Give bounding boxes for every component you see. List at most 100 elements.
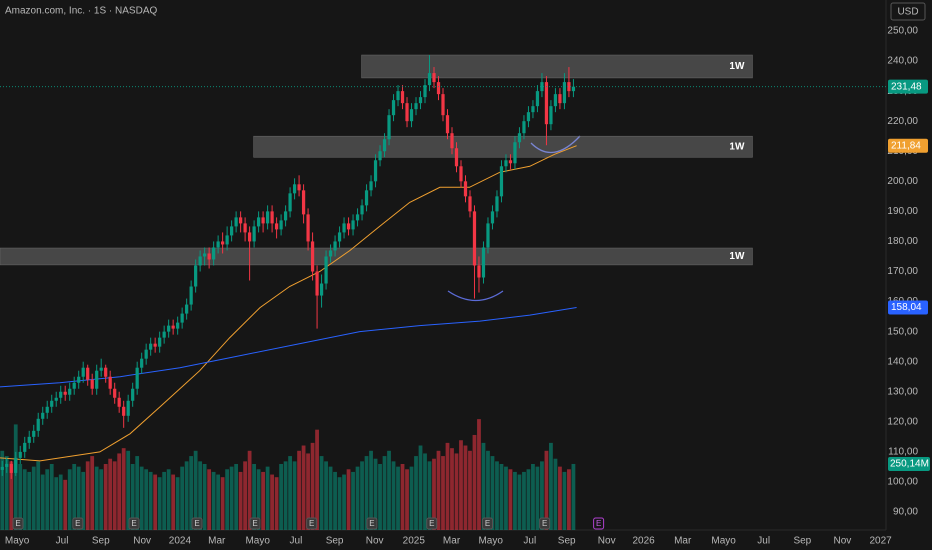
currency[interactable]: USD: [897, 7, 918, 18]
volume-bar: [157, 477, 162, 530]
candle-body: [167, 325, 171, 332]
candle-body: [59, 391, 63, 398]
volume-bar: [189, 456, 194, 530]
x-tick-label: Sep: [558, 536, 576, 547]
volume-bar: [567, 469, 571, 530]
candle-body: [234, 217, 238, 227]
volume-bar: [193, 450, 198, 530]
candle-body: [0, 466, 4, 470]
volume-bar: [220, 477, 225, 530]
x-tick-label: Mar: [443, 536, 461, 547]
candle-body: [360, 205, 364, 215]
candle-body: [391, 100, 396, 116]
candle-body: [346, 223, 351, 230]
earnings-label: E: [15, 519, 20, 528]
candle-body: [522, 121, 526, 134]
candle-body: [558, 94, 562, 104]
volume-bar: [0, 450, 5, 530]
candle-body: [373, 160, 378, 182]
candle-body: [477, 265, 481, 278]
volume-bar: [180, 466, 185, 530]
candle-body: [526, 112, 531, 122]
volume-bar: [229, 466, 234, 530]
volume-bar: [279, 464, 283, 530]
zone-label: 1W: [729, 141, 745, 152]
candle-body: [355, 214, 360, 221]
candle-body: [203, 253, 207, 257]
candle-body: [252, 226, 256, 242]
x-tick-label: 2025: [403, 536, 426, 547]
candle-body: [310, 241, 315, 272]
volume-bar: [94, 466, 99, 530]
earnings-label: E: [252, 519, 257, 528]
candle-body: [544, 82, 549, 125]
volume-bar: [324, 461, 328, 530]
candle-body: [562, 82, 567, 104]
volume-bar: [540, 461, 544, 530]
candle-body: [90, 379, 94, 389]
candle-body: [72, 382, 76, 389]
volume-bar: [562, 471, 567, 530]
volume-bar: [382, 456, 387, 530]
volume-bar: [162, 471, 167, 530]
x-tick-label: 2027: [869, 536, 892, 547]
volume-bar: [4, 456, 9, 530]
earnings-marker: [539, 517, 551, 530]
candle-body: [14, 457, 18, 473]
candle-body: [23, 442, 27, 452]
candle-body: [86, 367, 90, 380]
candle-body: [99, 367, 103, 371]
volume-bar: [436, 450, 441, 530]
volume-bar: [459, 440, 463, 530]
x-tick-label: Mar: [674, 536, 692, 547]
volume-bar: [243, 461, 248, 530]
candle-body: [409, 109, 414, 122]
volume-bar: [252, 464, 256, 530]
candle-body: [337, 232, 342, 242]
candle-body: [32, 430, 36, 437]
candle-body: [225, 235, 229, 245]
candle-body: [319, 283, 324, 296]
volume-bar: [202, 464, 207, 530]
volume-bar: [265, 466, 270, 530]
volume-bar: [508, 469, 513, 530]
arc-drawing: [447, 290, 504, 302]
candle-body: [382, 139, 387, 152]
volume-bar: [486, 450, 490, 530]
volume-bar: [351, 471, 355, 530]
x-tick-label: Nov: [598, 536, 616, 547]
earnings-label: E: [429, 519, 434, 528]
volume-bar: [171, 474, 176, 530]
earnings-marker: [72, 517, 84, 530]
x-tick-label: Mar: [208, 536, 226, 547]
volume-bar: [67, 469, 72, 530]
candle-body: [185, 304, 189, 314]
candle-body: [158, 337, 162, 347]
volume-bar: [481, 442, 486, 530]
candle-body: [468, 196, 472, 212]
last-price-label-box: [888, 79, 928, 94]
candle-body: [288, 193, 292, 212]
volume-bar: [121, 448, 126, 530]
currency-box[interactable]: [890, 2, 926, 21]
candle-body: [508, 160, 513, 164]
volume-bar: [90, 456, 95, 530]
candle-body: [472, 211, 477, 266]
candle-body: [315, 271, 319, 296]
candle-body: [396, 91, 400, 101]
volume-label: 250,14M: [890, 459, 929, 470]
candle-body: [567, 82, 571, 92]
candle-body: [230, 226, 234, 236]
candle-body: [68, 388, 72, 395]
volume-bar: [31, 466, 36, 530]
candle-body: [176, 322, 180, 329]
volume-bar: [328, 466, 333, 530]
candle-body: [504, 160, 508, 167]
volume-bar: [207, 469, 212, 530]
earnings-label: E: [369, 519, 374, 528]
volume-bar: [387, 450, 391, 530]
candle-body: [364, 190, 369, 206]
earnings-label: E: [542, 519, 547, 528]
candle-body: [149, 343, 153, 350]
